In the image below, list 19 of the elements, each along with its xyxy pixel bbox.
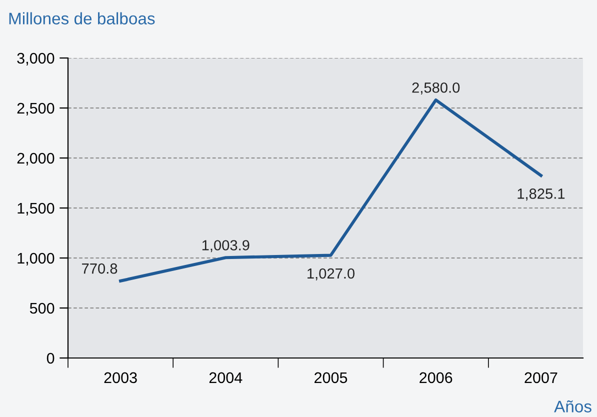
data-label: 770.8: [82, 263, 118, 274]
x-tick-label: 2007: [524, 372, 558, 384]
data-label: 2,580.0: [412, 82, 460, 95]
y-tick-label: 1,000: [18, 252, 54, 266]
y-tick-label: 3,000: [17, 52, 54, 66]
y-axis-title: Millones de balboas: [9, 12, 155, 24]
y-tick-label: 2,000: [17, 152, 54, 166]
x-tick-label: 2004: [209, 372, 242, 384]
y-tick-label: 0: [46, 352, 54, 364]
data-label: 1,027.0: [308, 268, 355, 280]
x-tick-label: 2003: [104, 372, 137, 384]
data-label: 1,003.9: [202, 240, 250, 252]
y-tick-label: 1,500: [18, 202, 54, 216]
x-tick-label: 2005: [314, 372, 348, 384]
x-axis-title: Años: [554, 400, 592, 412]
y-tick-label: 500: [30, 302, 54, 314]
data-label: 1,825.1: [518, 188, 565, 201]
x-tick-label: 2006: [420, 372, 452, 384]
y-tick-label: 2,500: [17, 102, 54, 116]
